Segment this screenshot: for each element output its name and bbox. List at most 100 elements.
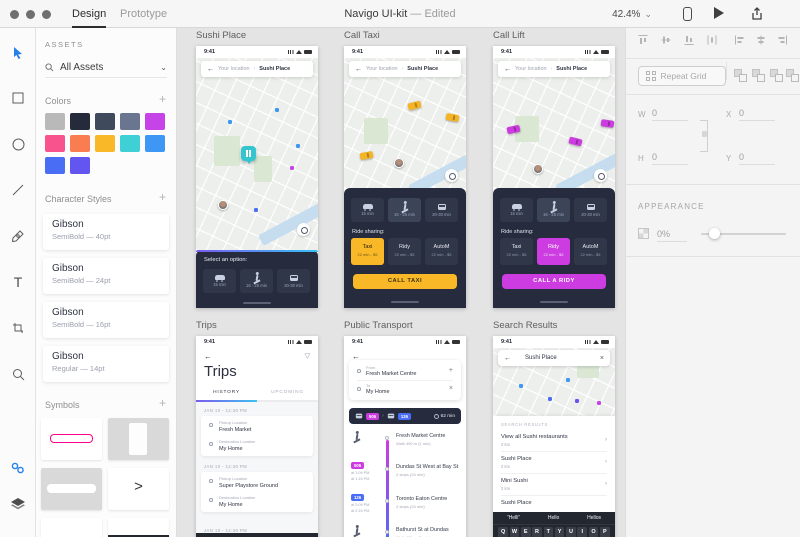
artboard-tool-icon[interactable]: [8, 318, 28, 338]
ellipse-tool-icon[interactable]: [8, 134, 28, 154]
clear-icon[interactable]: ×: [448, 385, 453, 392]
character-style-item[interactable]: Gibson SemiBold — 24pt: [43, 258, 169, 294]
result-row[interactable]: Sushi Place: [501, 496, 607, 518]
artboard-call-taxi[interactable]: 9:41 ← Your location › Sushi Place 15 mi…: [344, 46, 466, 308]
artboard-trips[interactable]: 9:41 ← ▽ Trips HISTORY UPCOMING JAN 10 -…: [196, 336, 318, 537]
result-row[interactable]: Mini Sushi 2 km ›: [501, 474, 607, 496]
route-breadcrumb[interactable]: ← Your location › Sushi Place: [349, 61, 461, 77]
line-tool-icon[interactable]: [8, 180, 28, 200]
ride-autom[interactable]: AutoM 22 min - $5: [425, 238, 458, 265]
design-canvas[interactable]: Sushi Place 9:41 ← Your location › Sushi…: [178, 28, 625, 537]
result-row[interactable]: View all Sushi restaurants 2 km ›: [501, 430, 607, 452]
keyboard-key[interactable]: T: [543, 527, 554, 537]
restaurant-pin-icon[interactable]: [241, 146, 256, 164]
option-walk[interactable]: 16 - 25 min: [240, 269, 273, 293]
repeat-grid-button[interactable]: Repeat Grid: [638, 66, 726, 86]
ride-taxi[interactable]: Taxi 22 min - $5: [500, 238, 533, 265]
color-swatch[interactable]: [70, 135, 90, 152]
option-walk-selected[interactable]: 16 - 25 min: [388, 198, 421, 222]
align-right-icon[interactable]: [776, 34, 788, 46]
lock-aspect-link-icon[interactable]: [700, 120, 708, 152]
boolean-intersect-icon[interactable]: [770, 69, 783, 82]
option-drive[interactable]: 15 min: [203, 269, 236, 293]
locate-me-button[interactable]: [445, 169, 458, 182]
artboard-sushi-place[interactable]: 9:41 ← Your location › Sushi Place Selec…: [196, 46, 318, 308]
color-swatch[interactable]: [95, 135, 115, 152]
clear-search-icon[interactable]: ×: [599, 354, 604, 362]
boolean-add-icon[interactable]: [734, 69, 747, 82]
minimize-window-button[interactable]: [26, 10, 35, 19]
option-transit[interactable]: 20-30 min: [277, 269, 310, 293]
tab-upcoming[interactable]: UPCOMING: [271, 390, 304, 395]
option-drive[interactable]: 15 min: [351, 198, 384, 222]
option-walk-selected[interactable]: 16 - 25 min: [537, 198, 570, 222]
color-swatch[interactable]: [70, 113, 90, 130]
tab-history[interactable]: HISTORY: [213, 390, 240, 395]
keyboard-key[interactable]: O: [588, 527, 599, 537]
symbol-search-bar[interactable]: [41, 468, 102, 510]
align-top-icon[interactable]: [637, 34, 649, 46]
color-swatch[interactable]: [45, 157, 65, 174]
color-swatch[interactable]: [45, 135, 65, 152]
back-arrow-icon[interactable]: ←: [355, 65, 362, 73]
add-character-style-icon[interactable]: +: [158, 190, 166, 204]
character-style-item[interactable]: Gibson SemiBold — 40pt: [43, 214, 169, 250]
assets-filter[interactable]: All Assets ⌄: [45, 58, 167, 78]
locate-me-button[interactable]: [594, 169, 607, 182]
leg-stop[interactable]: Toronto Eaton Centre: [396, 496, 448, 502]
back-arrow-icon[interactable]: ←: [352, 352, 360, 361]
y-field[interactable]: 0: [739, 152, 775, 165]
option-drive[interactable]: 15 min: [500, 198, 533, 222]
suggestion[interactable]: Hello: [547, 515, 560, 521]
locate-me-button[interactable]: [297, 223, 310, 236]
artboard-label-search-results[interactable]: Search Results: [493, 320, 558, 331]
height-field[interactable]: 0: [652, 152, 688, 165]
keyboard-key[interactable]: U: [566, 527, 576, 537]
keyboard-key[interactable]: E: [521, 527, 531, 537]
opacity-field[interactable]: 0%: [657, 229, 687, 242]
symbol-input-pill[interactable]: [41, 418, 102, 460]
width-field[interactable]: 0: [652, 108, 688, 121]
from-row[interactable]: From Fresh Market Centre +: [357, 363, 453, 380]
ride-ridy[interactable]: Ridy 22 min - $5: [388, 238, 421, 265]
opacity-slider[interactable]: [701, 228, 786, 239]
share-export-icon[interactable]: [750, 7, 764, 21]
search-field[interactable]: ← Sushi Place ×: [498, 350, 610, 366]
back-arrow-icon[interactable]: ←: [204, 352, 212, 361]
result-row[interactable]: Sushi Place 2 km ›: [501, 452, 607, 474]
symbol-chevron[interactable]: >: [108, 468, 169, 510]
call-ridy-button[interactable]: CALL A RIDY: [502, 274, 606, 289]
ride-autom[interactable]: AutoM 22 min - $5: [574, 238, 607, 265]
linked-assets-icon[interactable]: [8, 458, 28, 478]
text-tool-icon[interactable]: T: [13, 274, 23, 290]
tab-design[interactable]: Design: [72, 0, 107, 28]
color-swatch[interactable]: [120, 135, 140, 152]
ride-ridy-selected[interactable]: Ridy 22 min - $5: [537, 238, 570, 265]
option-transit[interactable]: 20-30 min: [425, 198, 458, 222]
artboard-public-transport[interactable]: 9:41 ← From Fresh Market Centre + To My …: [344, 336, 466, 537]
boolean-exclude-icon[interactable]: [786, 69, 799, 82]
keyboard-key[interactable]: R: [532, 527, 542, 537]
artboard-call-lift[interactable]: 9:41 ← Your location › Sushi Place 15 mi…: [493, 46, 615, 308]
x-field[interactable]: 0: [739, 108, 775, 121]
zoom-tool-icon[interactable]: [8, 364, 28, 384]
add-color-icon[interactable]: +: [158, 92, 166, 106]
align-center-icon[interactable]: [755, 34, 767, 46]
symbol-panel[interactable]: [108, 418, 169, 460]
rectangle-tool-icon[interactable]: [8, 88, 28, 108]
play-preview-icon[interactable]: [714, 7, 724, 19]
color-swatch[interactable]: [145, 135, 165, 152]
artboard-label-sushi-place[interactable]: Sushi Place: [196, 30, 247, 41]
color-swatch[interactable]: [120, 113, 140, 130]
suggestion[interactable]: “Helli”: [506, 515, 520, 521]
layers-icon[interactable]: [8, 494, 28, 514]
trip-card[interactable]: Pickup Location Super Playstore Ground D…: [201, 472, 313, 512]
keyboard-key[interactable]: I: [577, 527, 587, 537]
distribute-horizontal-icon[interactable]: [706, 34, 718, 46]
artboard-label-call-taxi[interactable]: Call Taxi: [344, 30, 380, 41]
option-transit[interactable]: 20-30 min: [574, 198, 607, 222]
leg-stop[interactable]: Dundas St West at Bay St: [396, 464, 459, 470]
route-summary-bar[interactable]: 505 › 126 62 min: [349, 408, 461, 424]
boolean-subtract-icon[interactable]: [752, 69, 765, 82]
preview-on-device-icon[interactable]: [683, 7, 692, 21]
